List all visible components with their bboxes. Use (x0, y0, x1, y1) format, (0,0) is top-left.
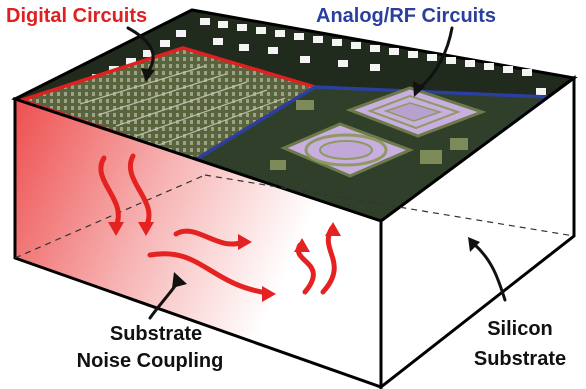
noise-arrow-heads (108, 222, 341, 302)
digital-circuits-label: Digital Circuits (6, 5, 147, 27)
rf-inductor-top (345, 86, 487, 138)
silicon-substrate-label-line1: Silicon (487, 318, 553, 340)
rf-inductor-bottom (280, 122, 415, 178)
silicon-substrate-label-line2: Substrate (474, 348, 566, 370)
digital-logic-rows (79, 65, 286, 147)
substrate-noise-label-line2: Noise Coupling (77, 350, 224, 372)
analog-devices (270, 100, 468, 170)
substrate-noise-label-line1: Substrate (110, 323, 202, 345)
pointer-arrows (126, 26, 507, 320)
hidden-edges (14, 174, 575, 259)
analog-rf-circuits-label: Analog/RF Circuits (316, 5, 496, 27)
pointer-arrow-heads (141, 68, 480, 288)
